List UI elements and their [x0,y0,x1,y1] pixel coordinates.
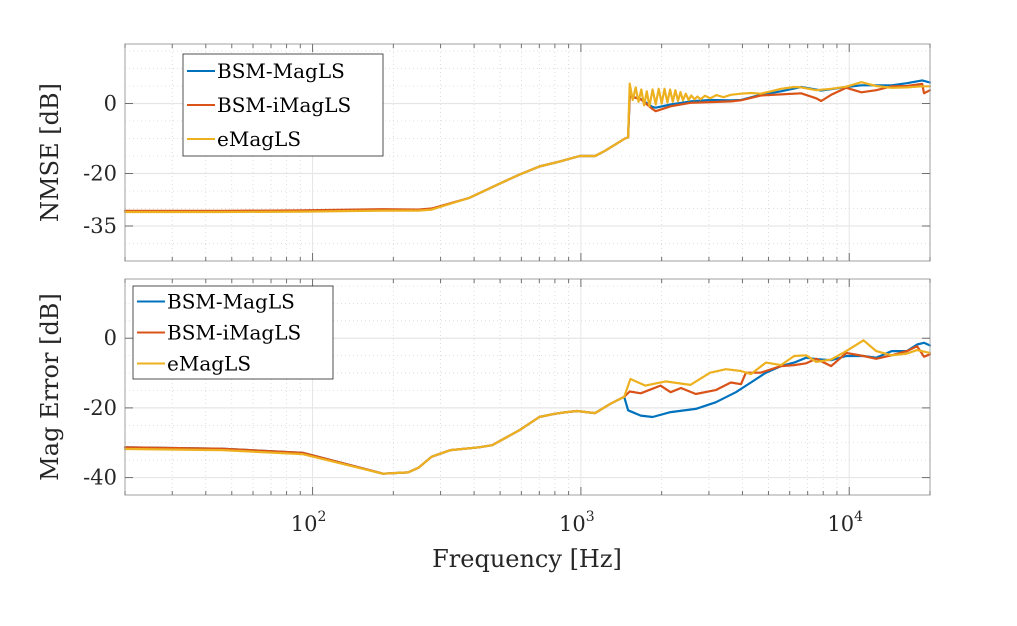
mag-error-legend-item-0: BSM-MagLS [137,290,295,314]
mag-error-legend-box [132,285,334,380]
legend-label-bsm-imagls: BSM-iMagLS [167,321,301,345]
mag-error-legend-item-1: BSM-iMagLS [137,321,301,345]
y-tick-label: -20 [83,162,117,186]
x-tick-label: 103 [559,509,595,536]
y-tick-label: 0 [104,92,117,116]
nmse-legend-item-0: BSM-MagLS [187,59,345,83]
legend-label-bsm-imagls: BSM-iMagLS [217,93,351,117]
nmse-axes-frame [124,43,931,262]
nmse-legend-box [182,53,384,157]
nmse-ticks [124,44,931,261]
legend-label-emagls: eMagLS [167,352,251,376]
mag-error-ticks [124,279,931,495]
mag-error-axes-frame [124,278,931,496]
mag-error-series-group [123,339,932,475]
nmse-axes: -35 -20 0 NMSE [dB] BSM-MagLS BSM-iMagLS e… [36,43,932,262]
mag-error-xtick-labels: 102 103 104 [291,509,863,536]
x-tick-label: 102 [291,509,327,536]
mag-error-axes: -40 -20 0 102 103 104 Mag Error [dB] Frequen… [36,278,932,573]
mag-error-ylabel: Mag Error [dB] [36,293,64,481]
y-tick-label: 0 [104,326,117,350]
y-tick-label: -35 [83,214,117,238]
nmse-legend-item-1: BSM-iMagLS [187,93,351,117]
y-tick-label: -20 [83,396,117,420]
nmse-legend[interactable]: BSM-MagLS BSM-iMagLS eMagLS [182,53,384,157]
mag-error-legend[interactable]: BSM-MagLS BSM-iMagLS eMagLS [132,285,334,380]
legend-label-emagls: eMagLS [217,127,301,151]
nmse-series-group [123,79,932,214]
series-line-emagls [123,81,932,214]
y-tick-label: -40 [83,466,117,490]
mag-error-legend-item-2: eMagLS [137,352,251,376]
mag-error-ytick-labels: -40 -20 0 [83,326,117,489]
nmse-ylabel: NMSE [dB] [36,83,64,222]
mag-error-grid [124,279,931,496]
legend-label-bsm-magls: BSM-MagLS [167,290,295,314]
nmse-ytick-labels: -35 -20 0 [83,92,117,239]
x-tick-label: 104 [827,509,863,536]
mag-error-xlabel: Frequency [Hz] [432,545,622,573]
legend-label-bsm-magls: BSM-MagLS [217,59,345,83]
series-line-emagls [123,339,932,475]
nmse-legend-item-2: eMagLS [187,127,301,151]
